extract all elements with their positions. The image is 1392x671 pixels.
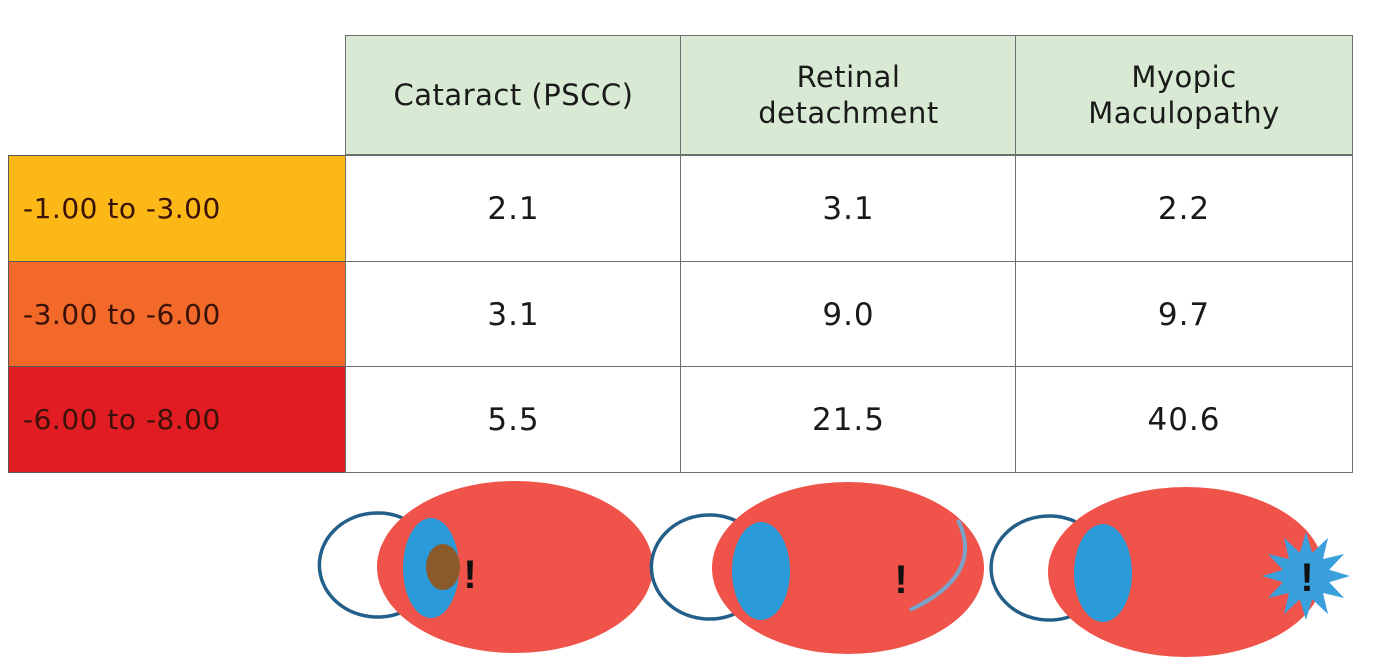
cataract-opacity-icon	[426, 544, 460, 590]
table-cell: 2.2	[1015, 155, 1353, 262]
eye-cataract-icon: !	[317, 481, 653, 653]
cell-value: 2.1	[487, 190, 540, 227]
row-label-text: -1.00 to -3.00	[23, 192, 221, 225]
table-cell: 3.1	[345, 261, 682, 368]
row-label-low-myopia: -1.00 to -3.00	[8, 155, 346, 262]
warning-mark-icon: !	[894, 558, 907, 602]
column-header-cataract: Cataract (PSCC)	[345, 35, 682, 155]
row-label-text: -6.00 to -8.00	[23, 403, 221, 436]
table-cell: 9.0	[680, 261, 1017, 368]
warning-mark-icon: !	[1300, 556, 1313, 600]
warning-mark-icon: !	[463, 553, 476, 597]
table-cell: 40.6	[1015, 366, 1353, 473]
table-cell: 21.5	[680, 366, 1017, 473]
row-label-high-myopia: -6.00 to -8.00	[8, 366, 346, 473]
column-header-label: Retinal detachment	[758, 60, 939, 130]
macular-lesion-icon	[1262, 532, 1350, 620]
cell-value: 5.5	[487, 401, 540, 438]
eyeball-icon	[712, 482, 984, 654]
table-cell: 2.1	[345, 155, 682, 262]
cell-value: 40.6	[1147, 401, 1221, 438]
cornea-icon	[649, 513, 743, 621]
cell-value: 21.5	[811, 401, 886, 438]
cornea-icon	[989, 514, 1081, 622]
eye-myopic-maculopathy-icon: !	[989, 487, 1350, 657]
cell-value: 9.0	[822, 296, 875, 333]
column-header-myopic-maculopathy: Myopic Maculopathy	[1015, 35, 1353, 155]
table-cell: 3.1	[680, 155, 1017, 262]
eye-retinal-detachment-icon: !	[649, 482, 984, 654]
cornea-icon	[317, 511, 411, 619]
cell-value: 3.1	[487, 296, 540, 333]
cell-value: 2.2	[1157, 190, 1211, 227]
column-header-label: Myopic Maculopathy	[1088, 60, 1280, 130]
lens-icon	[1074, 524, 1132, 622]
column-header-label: Cataract (PSCC)	[393, 78, 634, 112]
row-label-text: -3.00 to -6.00	[23, 298, 221, 331]
table-cell: 9.7	[1015, 261, 1353, 368]
cell-value: 9.7	[1157, 296, 1211, 333]
detached-retina-icon	[909, 519, 968, 612]
lens-icon	[732, 522, 790, 620]
table-cell: 5.5	[345, 366, 682, 473]
cell-value: 3.1	[822, 190, 875, 227]
column-header-retinal-detachment: Retinal detachment	[680, 35, 1017, 155]
